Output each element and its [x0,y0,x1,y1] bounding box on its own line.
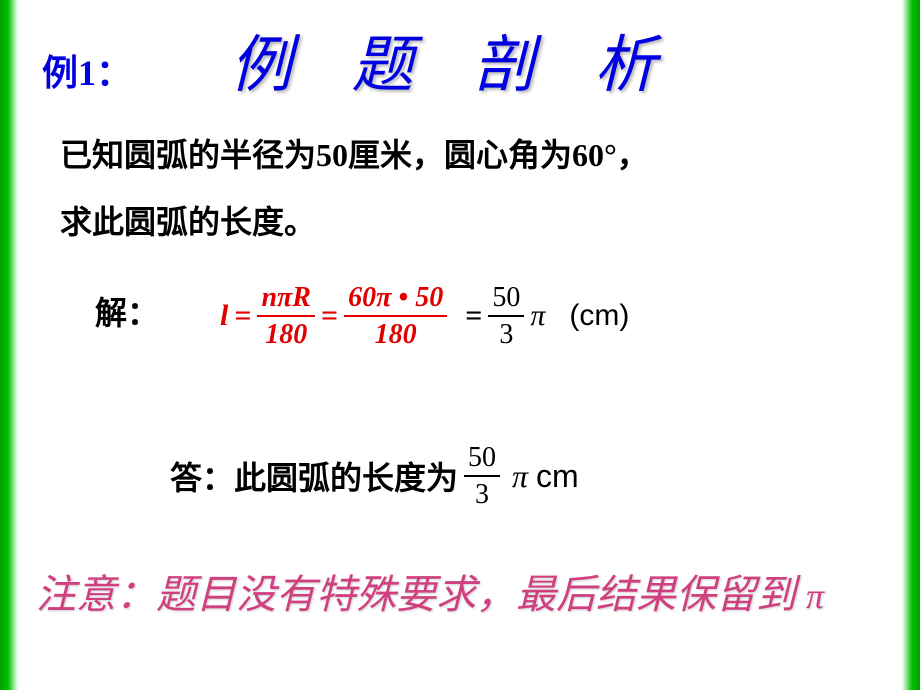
note-pi: π [806,576,824,616]
answer-fraction: 50 3 [464,440,500,512]
frac2-den: 180 [371,317,421,352]
slide-content: 例1： 例 题 剖 析 已知圆弧的半径为50厘米，圆心角为60°， 求此圆弧的长… [30,0,890,690]
answer-prefix: 答：此圆弧的长度为 [170,453,458,499]
fraction-result: 50 3 [488,280,524,352]
equals-2: = [321,299,338,333]
equals-1: = [234,299,251,333]
problem-line-1: 已知圆弧的半径为50厘米，圆心角为60°， [60,122,649,189]
formula-black-part: = 50 3 π [459,280,545,352]
note-text: 注意：题目没有特殊要求，最后结果保留到 π [36,562,824,620]
answer-unit: cm [536,458,579,495]
slide-title: 例 题 剖 析 [230,14,679,104]
note-prefix: 注意：题目没有特殊要求，最后结果保留到 [36,572,796,617]
result-pi: π [530,299,545,333]
lhs-variable: l [220,299,228,333]
answer-den: 3 [471,477,493,512]
problem-line-2: 求此圆弧的长度。 [60,189,649,256]
example-label: 例1： [42,44,132,96]
frac1-num: nπR [257,280,315,317]
frac1-den: 180 [261,317,311,352]
fraction-1: nπR 180 [257,280,315,352]
answer-pi: π [512,458,528,495]
result-num: 50 [488,280,524,317]
solution-label: 解： [95,288,159,334]
answer-num: 50 [464,440,500,477]
fraction-2: 60π • 50 180 [344,280,447,352]
equals-3: = [465,299,482,333]
frac2-num: 60π • 50 [344,280,447,317]
formula-red-part: l = nπR 180 = 60π • 50 180 [220,280,447,352]
answer-row: 答：此圆弧的长度为 50 3 π cm [170,440,579,512]
formula-row: l = nπR 180 = 60π • 50 180 = 50 3 π (cm) [220,280,629,352]
formula-unit: (cm) [569,299,629,333]
problem-text: 已知圆弧的半径为50厘米，圆心角为60°， 求此圆弧的长度。 [60,122,649,256]
result-den: 3 [495,317,517,352]
